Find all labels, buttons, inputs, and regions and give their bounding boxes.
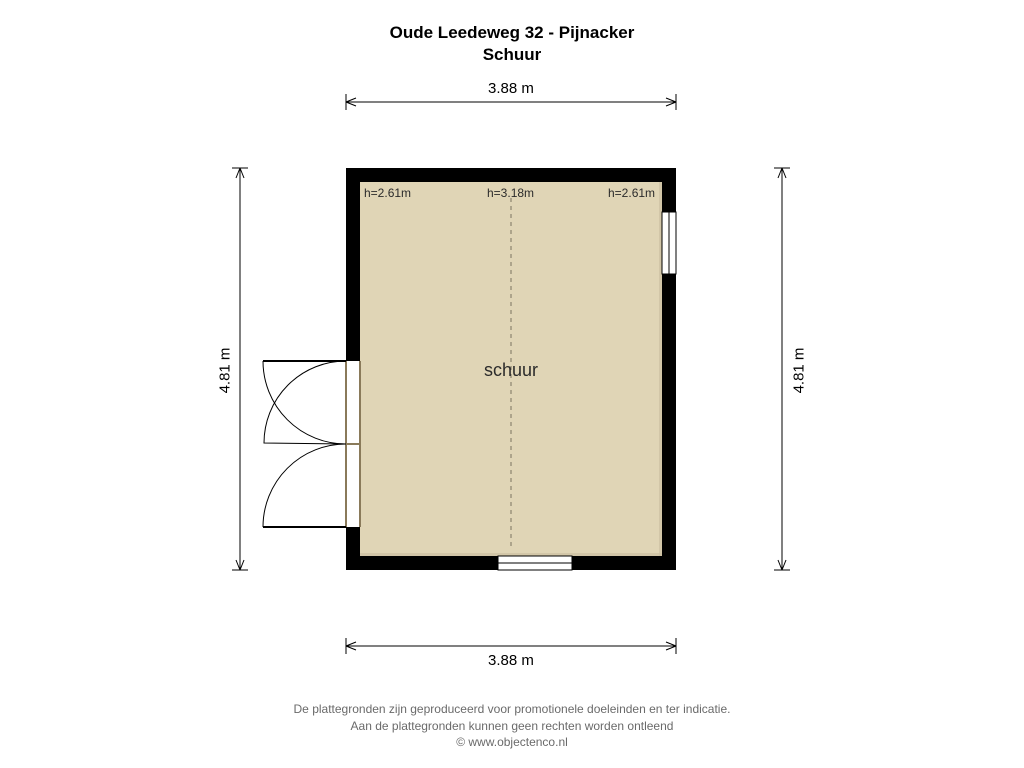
footer-block: De plattegronden zijn geproduceerd voor …: [0, 701, 1024, 750]
dim-bottom-label: 3.88 m: [488, 652, 534, 669]
dim-right-label: 4.81 m: [790, 348, 807, 394]
footer-line-1: De plattegronden zijn geproduceerd voor …: [0, 701, 1024, 717]
footer-line-2: Aan de plattegronden kunnen geen rechten…: [0, 718, 1024, 734]
height-left: h=2.61m: [364, 186, 411, 200]
room-label: schuur: [484, 360, 538, 381]
height-right: h=2.61m: [608, 186, 655, 200]
dim-top-label: 3.88 m: [488, 80, 534, 97]
footer-line-3: © www.objectenco.nl: [0, 734, 1024, 750]
floorplan-page: Oude Leedeweg 32 - Pijnacker Schuur 3.88…: [0, 0, 1024, 768]
height-center: h=3.18m: [487, 186, 534, 200]
dim-left-label: 4.81 m: [216, 348, 233, 394]
